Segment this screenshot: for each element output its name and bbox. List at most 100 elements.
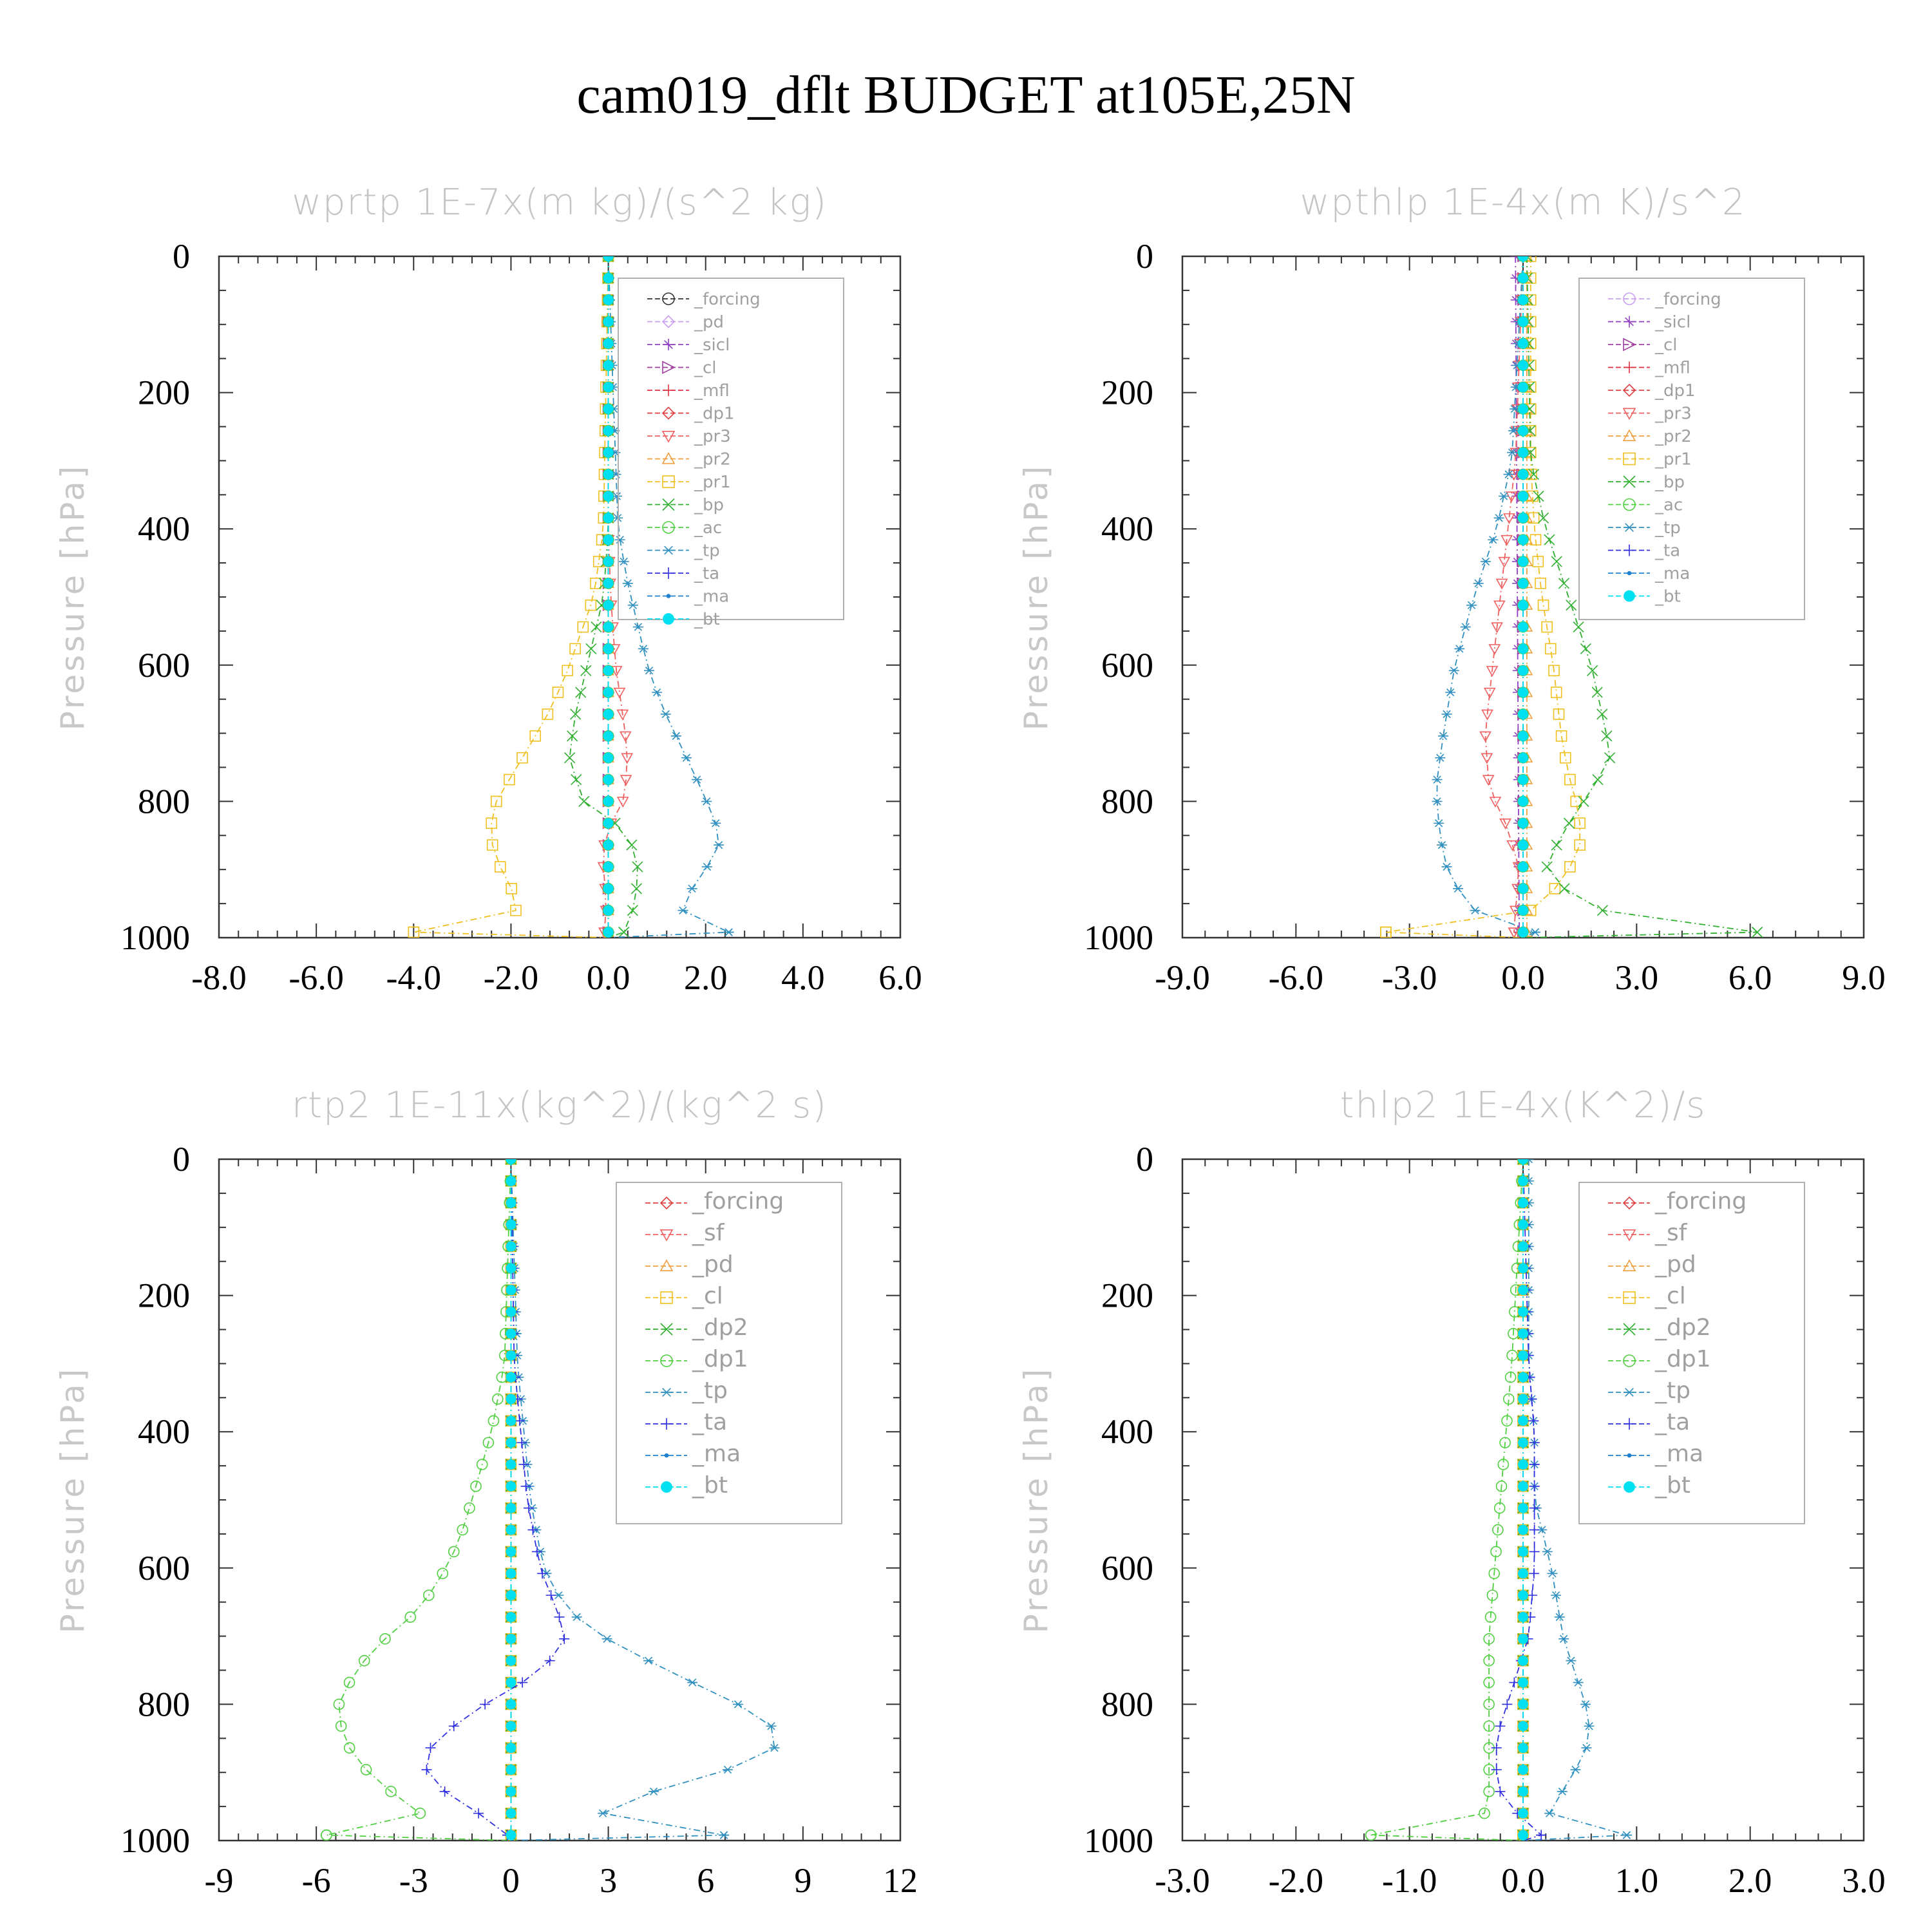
series-point — [1518, 1263, 1529, 1274]
series-point — [1437, 732, 1448, 740]
series-point — [1518, 621, 1529, 632]
series-point — [1479, 1807, 1490, 1819]
series-bp — [564, 256, 643, 938]
series-point — [1518, 1546, 1529, 1557]
series-point — [506, 1219, 516, 1230]
legend-marker — [662, 292, 675, 305]
legend-item: _ma — [645, 1441, 741, 1467]
series-point — [603, 905, 614, 916]
series-point — [1551, 839, 1562, 851]
series-point — [618, 926, 630, 938]
series-point — [638, 645, 649, 653]
series-point — [598, 1809, 609, 1817]
panel-title: wpthlp 1E-4x(m K)/s^2 — [1300, 182, 1746, 223]
series-point — [1518, 316, 1529, 327]
x-tick-label: 0 — [502, 1861, 520, 1900]
series-dp1 — [321, 1159, 517, 1841]
legend-label: _cl — [692, 1283, 723, 1309]
legend: _forcing _sf _pd _cl _dp2 _dp1 _tp _ta _ma _bt — [1578, 1182, 1805, 1524]
x-tick-label: -4.0 — [386, 958, 441, 997]
series-point — [1560, 752, 1571, 764]
legend-label: _forcing — [694, 290, 761, 309]
series-point — [1466, 601, 1477, 609]
series-point — [421, 1764, 432, 1775]
series-point — [577, 621, 589, 633]
series-point — [1544, 1809, 1555, 1817]
legend-item: _dp1 — [1608, 381, 1696, 401]
series-point — [1533, 490, 1544, 502]
series-point — [1553, 708, 1565, 720]
series-point — [1518, 1219, 1529, 1230]
series-point — [701, 797, 712, 806]
legend-label: _tp — [1654, 1378, 1690, 1404]
series-sicl — [1510, 256, 1525, 938]
legend-item: _sicl — [1608, 313, 1690, 332]
series-point — [486, 817, 498, 829]
legend-marker — [1622, 383, 1636, 397]
legend-marker — [1627, 571, 1632, 576]
series-point — [585, 599, 597, 611]
series-point — [570, 708, 582, 720]
series-point — [379, 1633, 391, 1645]
series-point — [1518, 883, 1529, 894]
series-point — [1518, 1568, 1529, 1579]
series-point — [603, 535, 614, 545]
series-point — [457, 1524, 468, 1536]
x-tick-label: 9.0 — [1842, 958, 1886, 997]
series-point — [575, 687, 587, 698]
series-point — [1479, 731, 1492, 743]
panel-title: wprtp 1E-7x(m kg)/(s^2 kg) — [292, 182, 828, 223]
legend-marker — [1624, 361, 1635, 374]
series-point — [506, 1175, 516, 1186]
legend-label: _ta — [692, 1409, 727, 1435]
legend-marker — [1623, 498, 1636, 511]
series-point — [1518, 403, 1529, 414]
series-point — [464, 1502, 475, 1514]
series-point — [1518, 905, 1529, 916]
series-point — [766, 1722, 777, 1730]
series-point — [1580, 643, 1591, 654]
series-point — [1518, 687, 1529, 698]
legend-label: _ta — [1654, 542, 1680, 561]
series-point — [506, 1481, 516, 1492]
series-point — [580, 665, 592, 676]
y-tick-label: 400 — [1101, 509, 1153, 548]
series-dp1 — [1365, 1159, 1529, 1841]
series-point — [516, 752, 528, 764]
series-point — [492, 1393, 504, 1405]
series-point — [591, 621, 602, 633]
series-point — [1530, 928, 1540, 936]
x-tick-label: 6.0 — [1728, 958, 1772, 997]
x-tick-label: -6.0 — [1269, 958, 1323, 997]
series-point — [701, 862, 712, 871]
series-point — [1752, 926, 1763, 938]
series-point — [504, 773, 515, 786]
x-tick-label: -6.0 — [289, 958, 343, 997]
x-tick-label: 3.0 — [1842, 1861, 1886, 1900]
series-line — [1370, 1159, 1524, 1841]
series-point — [1489, 797, 1502, 808]
series-line — [1436, 256, 1537, 938]
series-point — [559, 1633, 570, 1644]
series-point — [681, 753, 692, 762]
series-point — [505, 1524, 517, 1536]
legend-item: _forcing — [1608, 1188, 1747, 1215]
series-point — [1550, 687, 1562, 698]
series-point — [649, 1787, 659, 1795]
legend-label: _tp — [692, 1378, 728, 1404]
series-dp2 — [505, 1159, 516, 1841]
y-tick-label: 0 — [173, 1140, 190, 1179]
series-point — [1498, 556, 1511, 568]
series-forcing — [1517, 256, 1529, 938]
legend-item: _cl — [1608, 336, 1678, 355]
series-point — [482, 1437, 495, 1448]
series-point — [1566, 1656, 1577, 1665]
legend-marker — [662, 498, 675, 511]
series-point — [1503, 513, 1515, 524]
series-point — [1541, 861, 1553, 873]
series-point — [603, 294, 614, 305]
series-point — [1518, 1306, 1529, 1317]
series-point — [1435, 753, 1446, 762]
legend-label: _ma — [692, 1441, 741, 1467]
series-point — [1441, 710, 1452, 719]
